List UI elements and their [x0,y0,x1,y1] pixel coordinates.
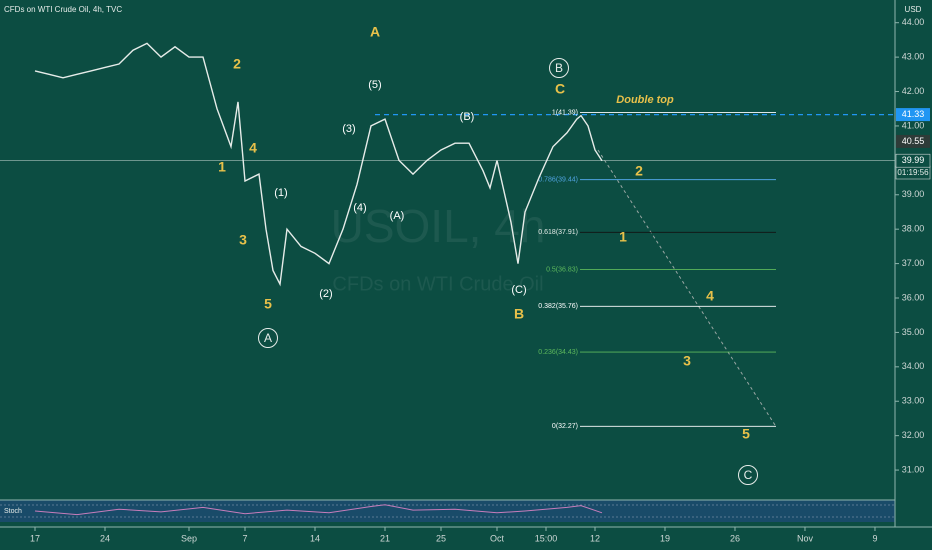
y-tick-label: 41.00 [902,120,925,130]
wave-label: A [370,24,380,40]
wave-label: 3 [239,232,247,248]
y-tick-label: 42.00 [902,86,925,96]
currency: USD [905,5,922,14]
wave-circle [738,465,758,485]
price-line [34,42,603,287]
x-tick-label: 9 [872,533,877,543]
x-tick-label: 12 [590,533,600,543]
watermark: USOIL, 4h [331,200,546,252]
subwave-label: (3) [342,123,355,135]
x-tick-label: Oct [490,533,505,543]
price-label-box [896,108,930,122]
watermark: CFDs on WTI Crude Oil [332,273,543,295]
stoch-line [34,504,603,516]
subwave-label: (2) [319,288,332,300]
x-tick-label: 21 [380,533,390,543]
wave-label: 5 [264,296,272,312]
wave-label: 2 [635,163,643,179]
x-tick-label: 14 [310,533,320,543]
subwave-label: (1) [274,187,287,199]
x-tick-label: 25 [436,533,446,543]
fib-label: 0.618(37.91) [538,229,578,236]
stoch-label: Stoch [4,508,22,515]
fib-label: 1(41.39) [552,109,578,116]
x-tick-label: 24 [100,533,110,543]
wave-label: A [264,331,272,345]
y-tick-label: 38.00 [902,224,925,234]
wave-label: C [744,468,753,482]
x-tick-label: 17 [30,533,40,543]
wave-label: B [514,306,524,322]
subwave-label: (C) [511,284,526,296]
x-tick-label: Nov [797,533,814,543]
y-tick-label: 39.00 [902,189,925,199]
y-tick-label: 36.00 [902,292,925,302]
fib-label: 0.236(34.43) [538,349,578,356]
wave-circle [258,328,278,348]
wave-label: C [555,81,565,97]
fib-label: 0.786(39.44) [538,176,578,183]
y-tick-label: 37.00 [902,258,925,268]
y-tick-label: 35.00 [902,327,925,337]
subwave-label: (B) [460,111,475,123]
wave-label: B [555,61,563,75]
fib-label: 0.382(35.76) [538,303,578,310]
projection [597,149,776,426]
fib-label: 0.5(36.83) [546,266,578,273]
wave-label: 3 [683,353,691,369]
price-label-box [896,134,930,148]
subwave-label: (4) [353,202,366,214]
x-tick-label: 19 [660,533,670,543]
x-tick-label: 7 [242,533,247,543]
y-tick-label: 32.00 [902,430,925,440]
stoch-pane [0,500,895,522]
y-tick-label: 43.00 [902,51,925,61]
note: Double top [616,94,674,106]
price-label: 41.33 [902,109,925,119]
wave-label: 1 [619,229,627,245]
wave-label: 4 [706,288,714,304]
wave-label: 1 [218,159,226,175]
header: CFDs on WTI Crude Oil, 4h, TVC [4,5,122,14]
price-label-box [895,153,931,168]
subwave-label: (5) [368,79,381,91]
y-tick-label: 33.00 [902,396,925,406]
y-tick-label: 44.00 [902,17,925,27]
x-tick-label: Sep [181,533,197,543]
wave-label: 2 [233,56,241,72]
wave-label: 4 [249,140,257,156]
price-label: 40.55 [902,136,925,146]
price-label: 39.99 [902,155,925,165]
countdown: 01:19:56 [897,168,929,177]
y-tick-label: 34.00 [902,361,925,371]
x-tick-label: 15:00 [535,533,558,543]
x-tick-label: 26 [730,533,740,543]
y-tick-label: 31.00 [902,464,925,474]
fib-label: 0(32.27) [552,423,578,430]
subwave-label: (A) [390,210,405,222]
wave-circle [549,58,569,78]
wave-label: 5 [742,426,750,442]
